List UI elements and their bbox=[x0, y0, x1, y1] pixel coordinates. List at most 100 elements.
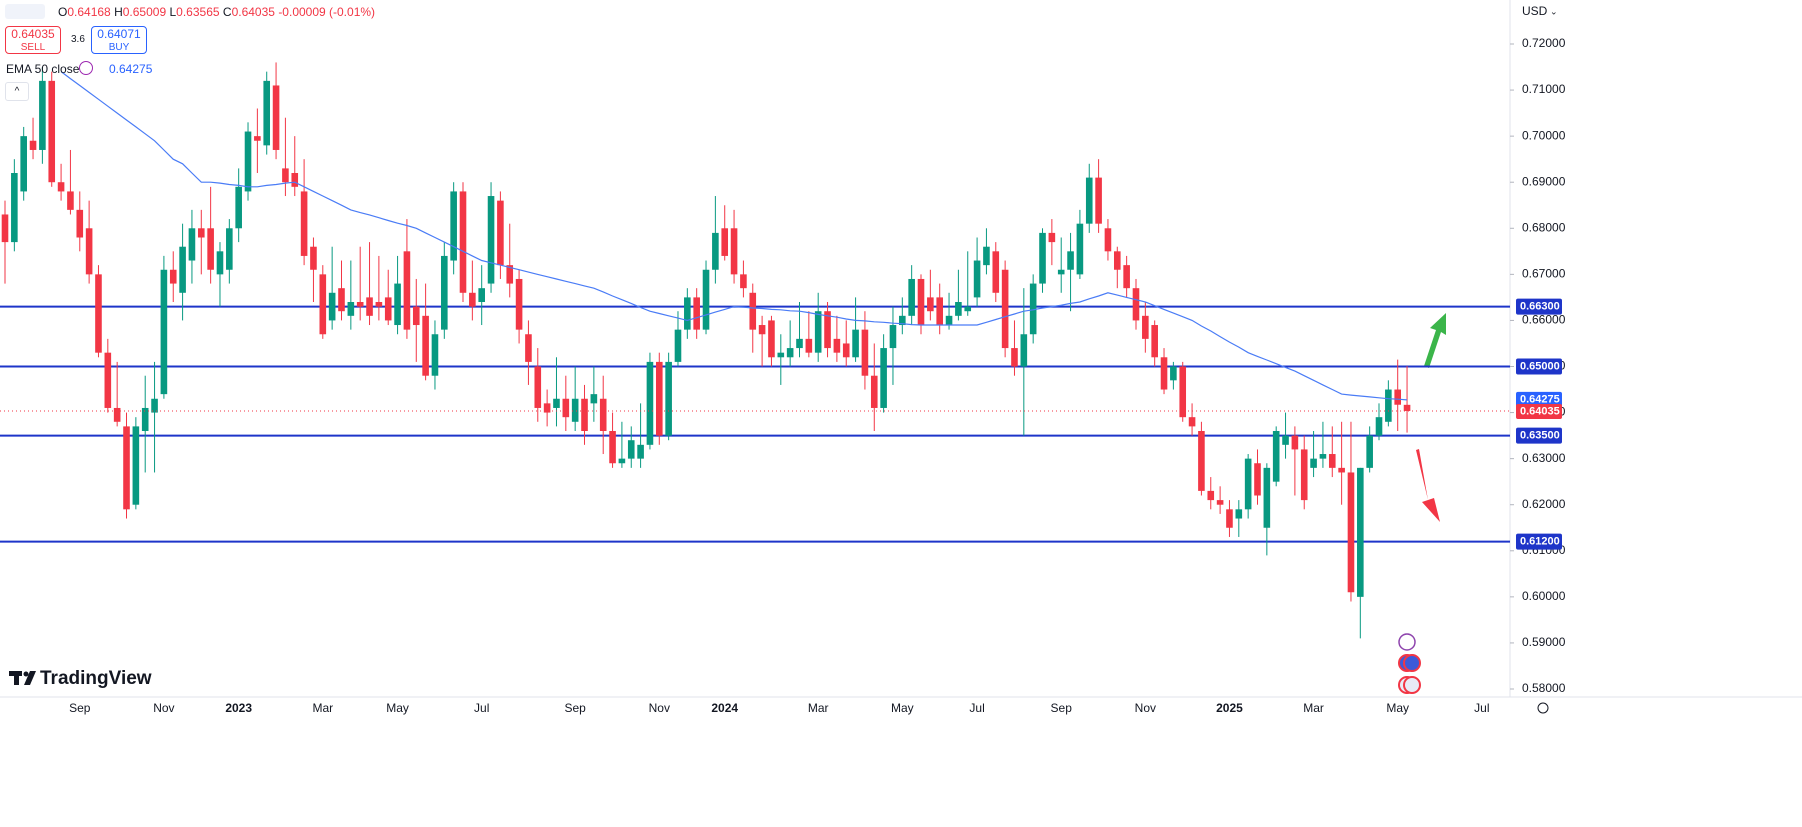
level-tag bbox=[1516, 298, 1562, 315]
x-tick-label: May bbox=[386, 701, 409, 715]
buy-price: 0.64071 bbox=[97, 27, 141, 41]
candle-body bbox=[1029, 283, 1037, 335]
candle-body bbox=[394, 283, 401, 326]
candle-body bbox=[57, 182, 65, 192]
candle-body bbox=[777, 352, 785, 358]
candle-body bbox=[263, 80, 271, 146]
candle-body bbox=[543, 403, 551, 413]
sell-button[interactable]: 0.64035 SELL bbox=[5, 26, 61, 54]
candle-body bbox=[197, 228, 205, 238]
plot-area bbox=[0, 62, 1510, 639]
ohlc-key: C bbox=[222, 5, 232, 19]
candle-body bbox=[375, 302, 383, 307]
candle-body bbox=[983, 246, 990, 266]
candle-body bbox=[627, 440, 635, 459]
sell-label: SELL bbox=[20, 42, 46, 53]
candle-body bbox=[422, 315, 429, 376]
settings-icon[interactable] bbox=[1537, 702, 1549, 714]
ema-tag bbox=[1516, 391, 1562, 407]
candle-body bbox=[1244, 458, 1252, 510]
y-tick-label: 0.69000 bbox=[1522, 174, 1566, 188]
ohlc-value: 0.64035 bbox=[231, 5, 275, 19]
candle-body bbox=[1198, 431, 1205, 491]
candle-body bbox=[1394, 389, 1402, 405]
candle-body bbox=[310, 246, 317, 270]
candle-body bbox=[226, 228, 233, 270]
currency[interactable]: USD bbox=[1522, 4, 1548, 18]
event-icon[interactable] bbox=[1398, 633, 1416, 651]
candle-body bbox=[441, 255, 448, 330]
buy-button[interactable]: 0.64071 BUY bbox=[91, 26, 147, 54]
candle-body bbox=[48, 80, 56, 183]
y-tick-label: 0.68000 bbox=[1522, 220, 1566, 234]
candle-body bbox=[478, 288, 485, 302]
candle-body bbox=[216, 251, 224, 275]
level-tag-label: 0.66300 bbox=[1520, 301, 1560, 313]
candle-body bbox=[1048, 232, 1056, 243]
candle-body bbox=[244, 131, 252, 192]
event-icon[interactable] bbox=[1403, 676, 1421, 694]
collapse-toggle[interactable] bbox=[5, 4, 45, 19]
candle-body bbox=[431, 334, 439, 376]
logo-mark bbox=[24, 671, 36, 685]
candle-body bbox=[861, 329, 869, 376]
candle-body bbox=[852, 329, 859, 358]
candle-body bbox=[188, 228, 196, 261]
x-tick-label: May bbox=[1386, 701, 1409, 715]
candle-body bbox=[1403, 404, 1411, 411]
y-tick-label: 0.62000 bbox=[1522, 497, 1566, 511]
candle-body bbox=[1385, 389, 1392, 422]
indicator-name[interactable]: EMA 50 close bbox=[6, 62, 80, 76]
candle-body bbox=[1291, 435, 1299, 450]
candle-body bbox=[1, 214, 9, 243]
y-tick-label: 0.72000 bbox=[1522, 36, 1566, 50]
x-tick-label: 2024 bbox=[711, 701, 738, 715]
x-tick-label: Jul bbox=[1474, 701, 1489, 715]
x-tick-label: Nov bbox=[1135, 701, 1156, 715]
candle-body bbox=[1263, 467, 1271, 528]
x-tick-label: Mar bbox=[1303, 701, 1324, 715]
candle-body bbox=[599, 398, 607, 431]
event-icon[interactable] bbox=[1403, 654, 1421, 672]
candle-body bbox=[123, 426, 130, 510]
candle-body bbox=[160, 269, 168, 395]
candle-body bbox=[842, 343, 850, 358]
candle-body bbox=[964, 306, 972, 312]
y-tick-label: 0.59000 bbox=[1522, 635, 1566, 649]
candle-body bbox=[609, 431, 616, 464]
candle-body bbox=[1020, 334, 1028, 367]
indicator-icon[interactable] bbox=[79, 61, 93, 75]
buy-label: BUY bbox=[108, 42, 130, 53]
ohlc-value: 0.64168 bbox=[67, 5, 111, 19]
y-tick-label: 0.67000 bbox=[1522, 267, 1566, 281]
candle-body bbox=[1123, 265, 1130, 289]
candle-body bbox=[908, 278, 915, 316]
candle-body bbox=[805, 338, 813, 353]
ohlc-key: L bbox=[169, 5, 177, 19]
candle-body bbox=[384, 297, 392, 321]
candle-body bbox=[366, 297, 373, 316]
x-tick-label: Sep bbox=[1051, 701, 1073, 715]
candle-body bbox=[1226, 509, 1233, 528]
candle-body bbox=[1039, 232, 1046, 284]
candle-body bbox=[469, 292, 476, 307]
candle-body bbox=[749, 292, 757, 330]
candle-body bbox=[300, 191, 308, 256]
candle-body bbox=[899, 315, 906, 326]
candle-body bbox=[515, 278, 523, 330]
candle-body bbox=[254, 136, 261, 141]
currency-dropdown[interactable]: ⌄ bbox=[1550, 6, 1558, 16]
candle-body bbox=[1113, 251, 1121, 270]
candle-body bbox=[730, 228, 738, 275]
indicator-value: 0.64275 bbox=[109, 62, 153, 76]
level-tag-label: 0.63500 bbox=[1520, 430, 1560, 442]
legend-collapse[interactable]: ^ bbox=[5, 82, 29, 101]
candle-body bbox=[693, 297, 700, 330]
candle-body bbox=[1254, 463, 1261, 496]
candle-body bbox=[141, 407, 149, 431]
candle-body bbox=[581, 398, 588, 431]
x-tick-label: May bbox=[891, 701, 914, 715]
candle-body bbox=[1188, 417, 1196, 427]
candle-body bbox=[712, 232, 719, 270]
